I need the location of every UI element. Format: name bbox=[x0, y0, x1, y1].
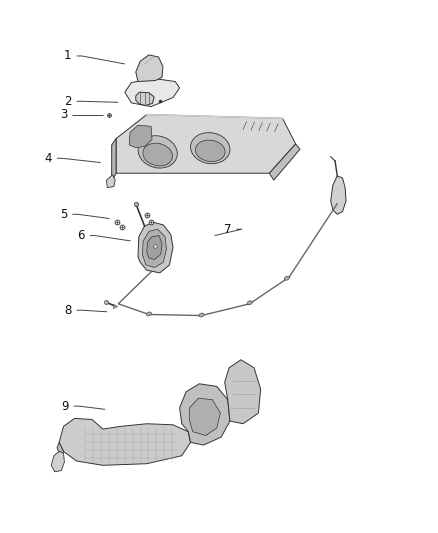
Ellipse shape bbox=[247, 301, 252, 305]
Ellipse shape bbox=[191, 133, 230, 164]
Polygon shape bbox=[112, 139, 116, 181]
Text: 9: 9 bbox=[61, 400, 69, 413]
Text: 8: 8 bbox=[64, 304, 71, 317]
Polygon shape bbox=[51, 451, 64, 472]
Polygon shape bbox=[138, 222, 173, 273]
Ellipse shape bbox=[138, 136, 177, 168]
Polygon shape bbox=[106, 175, 115, 188]
Text: 7: 7 bbox=[224, 223, 232, 236]
Text: 5: 5 bbox=[60, 208, 67, 221]
Ellipse shape bbox=[284, 276, 290, 280]
Polygon shape bbox=[225, 360, 261, 424]
Polygon shape bbox=[147, 236, 162, 260]
Ellipse shape bbox=[146, 312, 152, 316]
Polygon shape bbox=[190, 398, 220, 435]
Ellipse shape bbox=[143, 143, 173, 166]
Text: 1: 1 bbox=[64, 50, 72, 62]
Text: 6: 6 bbox=[77, 229, 85, 242]
Polygon shape bbox=[129, 125, 152, 148]
Polygon shape bbox=[136, 92, 154, 106]
Polygon shape bbox=[116, 115, 296, 173]
Ellipse shape bbox=[195, 140, 225, 161]
Ellipse shape bbox=[199, 313, 204, 317]
Text: 4: 4 bbox=[44, 152, 52, 165]
Text: 3: 3 bbox=[60, 108, 67, 121]
Polygon shape bbox=[269, 144, 300, 180]
Polygon shape bbox=[142, 229, 166, 268]
Polygon shape bbox=[57, 442, 64, 458]
Polygon shape bbox=[180, 384, 230, 445]
Polygon shape bbox=[59, 418, 191, 465]
Polygon shape bbox=[136, 55, 163, 82]
Polygon shape bbox=[125, 78, 180, 107]
Polygon shape bbox=[331, 176, 346, 214]
Text: 2: 2 bbox=[64, 95, 72, 108]
